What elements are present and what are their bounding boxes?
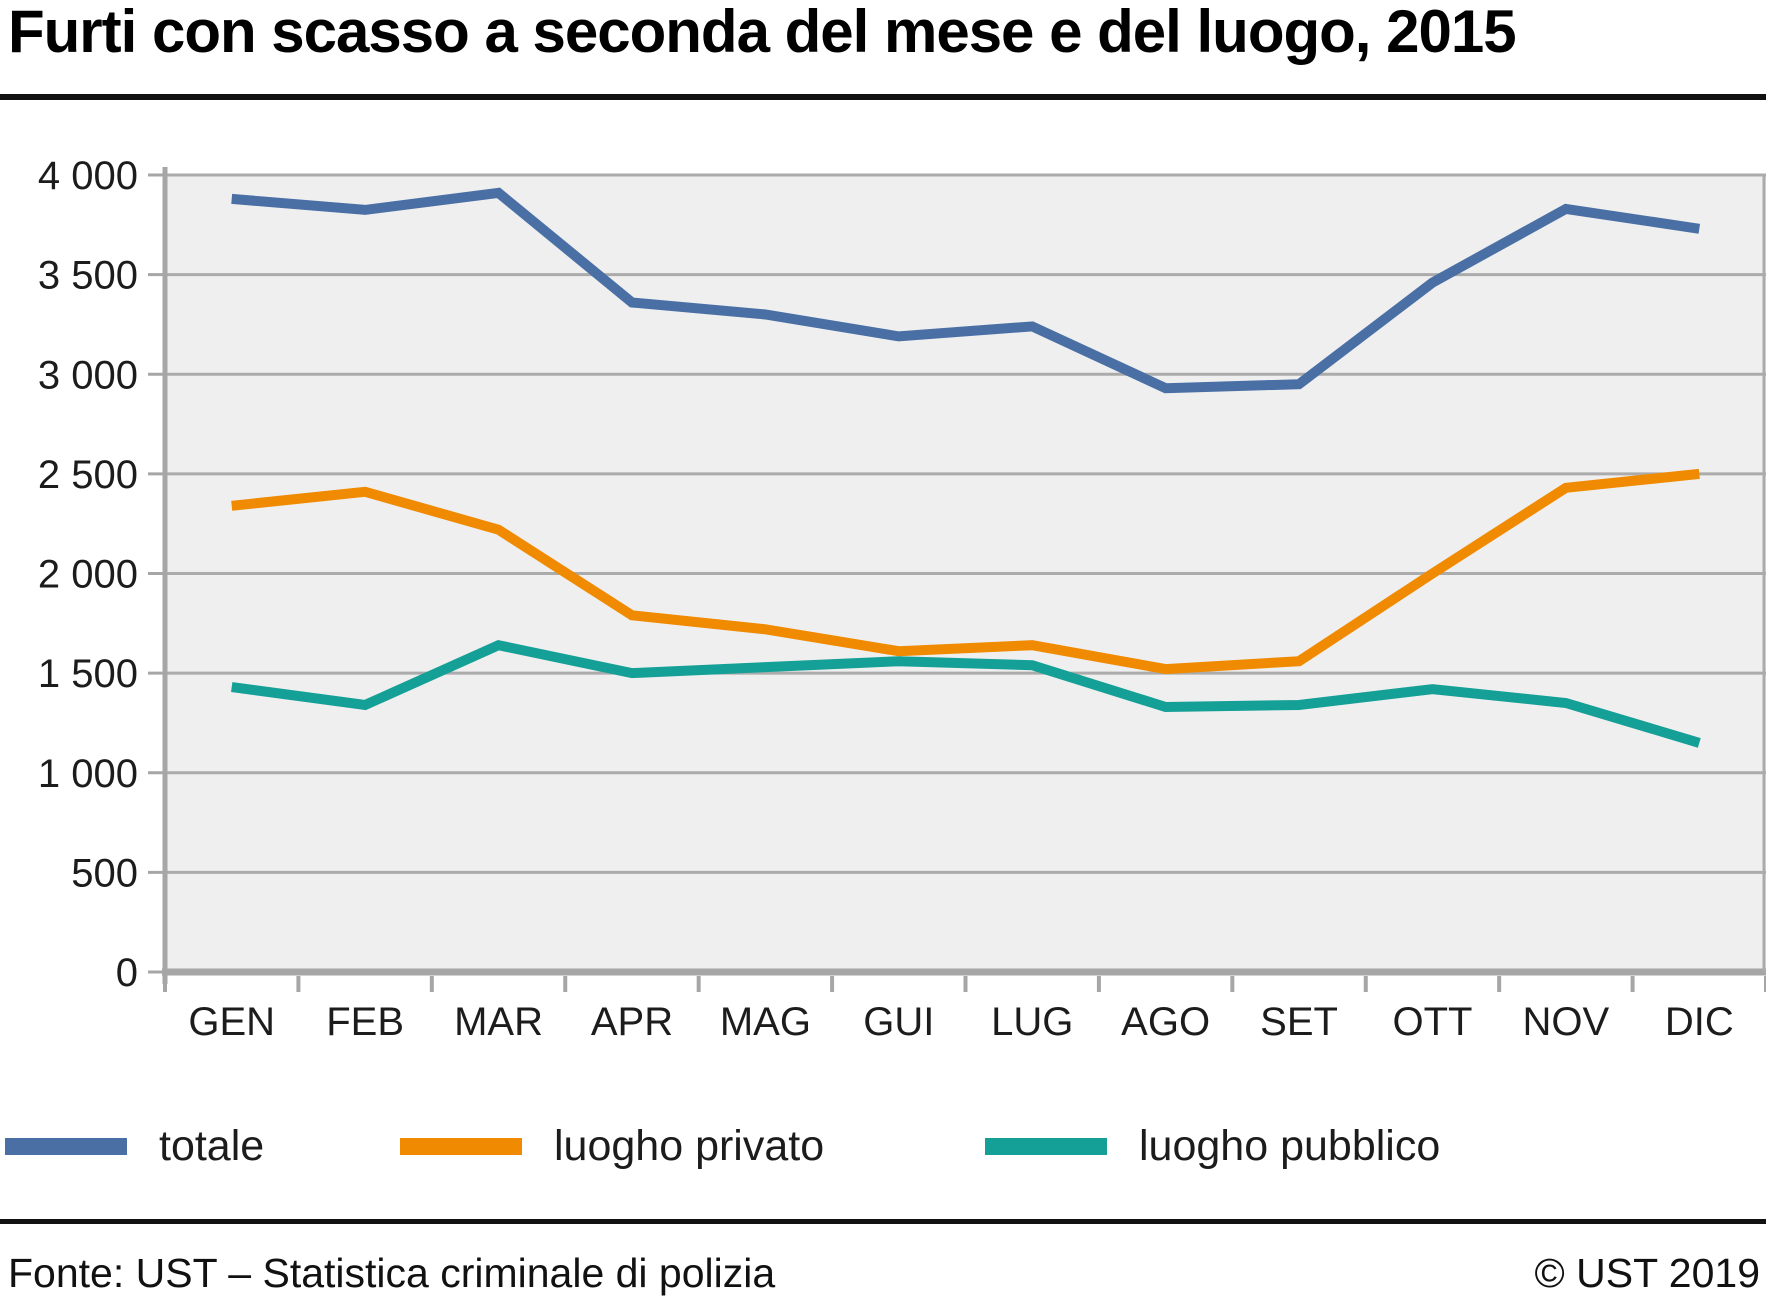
series-line-luogho-privato [231,468,1700,675]
legend: totale luogho privato luogho pubblico [0,1118,1766,1174]
x-tick-label: FEB [326,1000,404,1044]
y-tick-label: 0 [116,951,138,995]
footer: Fonte: UST – Statistica criminale di pol… [0,1250,1766,1305]
x-tick-label: APR [591,1000,673,1044]
x-tick-label: MAR [454,1000,543,1044]
x-tick-label: AGO [1121,1000,1210,1044]
x-tick-label: SET [1260,1000,1338,1044]
series-line-totale [231,187,1701,394]
y-tick-label: 2 000 [38,553,138,597]
line-chart: 0 500 1 000 1 500 2 000 2 500 3 000 3 500 4 000 G… [38,154,1766,1044]
legend-item-luogho-privato: luogho privato [400,1118,824,1174]
footer-copyright: © UST 2019 [1534,1250,1760,1296]
x-tick-label: MAG [720,1000,811,1044]
y-tick-label: 2 500 [38,453,138,497]
legend-item-luogho-pubblico: luogho pubblico [985,1118,1440,1174]
series-line-luogho-pubblico [231,639,1701,748]
footer-divider [0,1219,1766,1224]
y-tick-label: 1 500 [38,652,138,696]
x-tick-label: LUG [991,1000,1073,1044]
x-tick-label: GEN [188,1000,275,1044]
chart-area: 0 500 1 000 1 500 2 000 2 500 3 000 3 500 4 000 G… [0,140,1766,1060]
legend-item-totale: totale [5,1118,264,1174]
footer-source: Fonte: UST – Statistica criminale di pol… [8,1250,776,1296]
y-tick-label: 3 000 [38,353,138,397]
y-tick-label: 4 000 [38,154,138,198]
legend-label-totale: totale [159,1121,265,1170]
x-tick-label: DIC [1665,1000,1734,1044]
legend-label-luogho-pubblico: luogho pubblico [1139,1121,1441,1170]
chart-title: Furti con scasso a seconda del mese e de… [8,0,1517,65]
x-tick-label: OTT [1392,1000,1472,1044]
y-tick-label: 1 000 [38,752,138,796]
legend-swatch-totale [5,1137,127,1155]
y-tick-label: 3 500 [38,254,138,298]
y-tick-label: 500 [71,851,138,895]
legend-label-luogho-privato: luogho privato [554,1121,825,1170]
x-tick-label: NOV [1523,1000,1610,1044]
legend-swatch-luogho-privato [400,1137,522,1155]
legend-swatch-luogho-pubblico [985,1137,1107,1155]
title-divider [0,94,1766,100]
x-tick-label: GUI [863,1000,934,1044]
